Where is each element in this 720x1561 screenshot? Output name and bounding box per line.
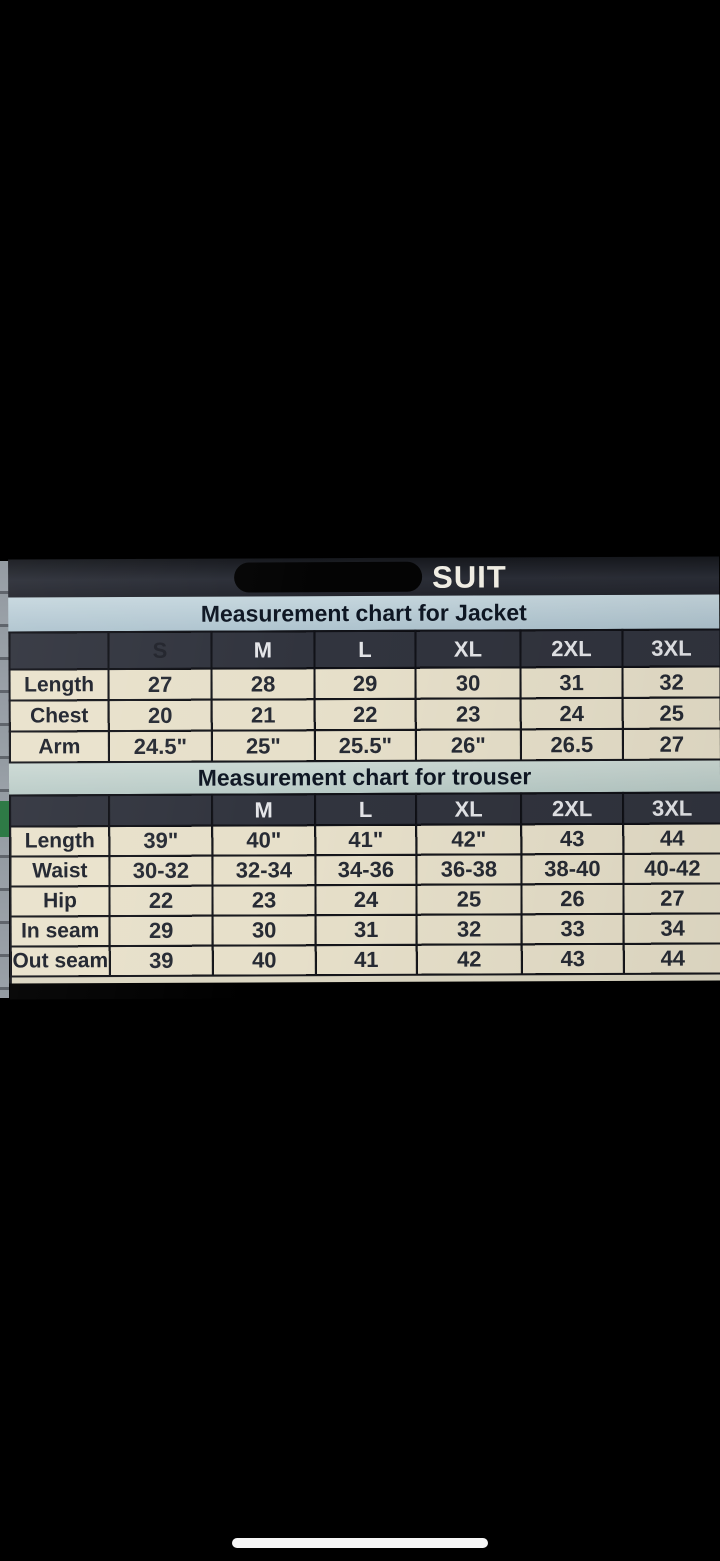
table-cell: 23 — [212, 885, 316, 916]
column-header-l: L — [314, 630, 416, 669]
row-label: Out seam — [10, 946, 110, 977]
table-cell: 39 — [109, 945, 213, 977]
column-header-xl: XL — [415, 630, 521, 668]
column-header-2xl: 2XL — [520, 629, 623, 668]
suit-title: SUIT — [432, 558, 507, 595]
table-cell: 29 — [109, 915, 213, 947]
column-header-empty — [10, 795, 110, 827]
column-header-empty — [9, 632, 109, 670]
table-cell: 43 — [521, 943, 624, 975]
table-row: In seam 29 30 31 32 33 34 — [10, 913, 720, 947]
row-label: Waist — [10, 856, 110, 887]
column-header-2xl: 2XL — [521, 792, 624, 825]
suit-title-bar: SUIT — [8, 556, 720, 598]
table-cell: 34-36 — [315, 854, 417, 886]
home-indicator[interactable] — [232, 1538, 488, 1548]
spreadsheet-edge-selection-mark — [0, 801, 9, 837]
table-cell: 29 — [314, 667, 416, 700]
redaction-blob — [234, 561, 423, 593]
table-cell: 44 — [623, 943, 720, 974]
table-row: Arm 24.5" 25" 25.5" 26" 26.5 27 — [9, 728, 720, 763]
column-header-xl: XL — [416, 793, 522, 825]
table-cell: 40 — [212, 945, 316, 976]
table-row: Out seam 39 40 41 42 43 44 — [10, 943, 720, 977]
column-header-m: M — [212, 794, 316, 826]
table-row: Chest 20 21 22 23 24 25 — [9, 697, 720, 732]
table-cell: 31 — [315, 914, 417, 946]
column-header-3xl: 3XL — [622, 629, 720, 667]
table-cell: 33 — [521, 913, 624, 945]
table-cell: 23 — [415, 698, 521, 730]
table-cell: 25 — [416, 884, 522, 915]
table-cell: 38-40 — [521, 853, 624, 885]
row-label: Length — [9, 669, 109, 701]
trouser-caption: Measurement chart for trouser — [197, 763, 532, 791]
table-cell: 30 — [415, 667, 521, 699]
table-cell: 40-42 — [623, 853, 720, 884]
column-header-m: M — [211, 631, 315, 669]
table-cell: 28 — [211, 668, 315, 700]
table-cell: 26 — [521, 883, 624, 915]
header-row: M L XL 2XL 3XL — [10, 792, 720, 827]
table-cell: 27 — [623, 883, 720, 914]
table-cell: 30 — [212, 915, 316, 946]
table-cell: 27 — [622, 728, 720, 760]
spreadsheet-edge-strip — [0, 561, 9, 998]
table-cell: 24 — [520, 697, 623, 730]
table-cell: 22 — [109, 885, 213, 917]
column-header-3xl: 3XL — [623, 792, 720, 824]
table-cell: 22 — [314, 698, 416, 731]
table-cell: 25" — [211, 730, 315, 762]
row-label: Length — [10, 826, 110, 857]
table-cell: 25 — [622, 697, 720, 729]
table-cell: 32 — [622, 666, 720, 698]
size-chart-photo[interactable]: SUIT Measurement chart for Jacket S M L XL 2… — [0, 556, 720, 1001]
table-cell: 21 — [211, 699, 315, 731]
table-cell: 26" — [415, 729, 521, 761]
table-cell: 20 — [108, 699, 212, 732]
trouser-caption-band: Measurement chart for trouser — [8, 760, 720, 795]
table-cell: 32 — [416, 914, 522, 945]
trouser-measurement-table: M L XL 2XL 3XL Length 39" 40" 41" 42" 43 44 Waist 30-… — [9, 791, 720, 977]
jacket-caption-band: Measurement chart for Jacket — [8, 594, 720, 632]
table-cell: 31 — [520, 666, 623, 699]
table-cell: 41" — [315, 824, 417, 856]
column-header-s: S — [108, 631, 212, 670]
row-label: Arm — [9, 731, 109, 763]
spreadsheet-sheet: SUIT Measurement chart for Jacket S M L XL 2… — [8, 556, 720, 999]
jacket-measurement-table: S M L XL 2XL 3XL Length 27 28 29 30 31 32 Chest 20 21 22… — [8, 628, 720, 763]
table-cell: 36-38 — [416, 854, 522, 885]
table-cell: 30-32 — [109, 855, 213, 887]
column-header-l: L — [315, 793, 417, 826]
table-cell: 25.5" — [314, 729, 416, 762]
row-label: Hip — [10, 886, 110, 917]
table-cell: 24 — [315, 884, 417, 916]
header-row: S M L XL 2XL 3XL — [9, 629, 720, 670]
table-cell: 42 — [416, 944, 522, 975]
jacket-caption: Measurement chart for Jacket — [200, 598, 527, 627]
table-cell: 24.5" — [108, 730, 212, 763]
table-cell: 40" — [212, 825, 316, 856]
table-cell: 44 — [623, 823, 720, 854]
table-cell: 39" — [109, 825, 213, 857]
table-cell: 42" — [416, 824, 522, 855]
column-header-empty — [109, 794, 213, 827]
table-cell: 41 — [315, 944, 417, 976]
row-label: Chest — [9, 700, 109, 732]
table-row: Length 27 28 29 30 31 32 — [9, 666, 720, 701]
table-row: Length 39" 40" 41" 42" 43 44 — [10, 823, 720, 857]
table-cell: 26.5 — [520, 728, 623, 761]
table-cell: 34 — [623, 913, 720, 944]
table-cell: 43 — [521, 823, 624, 855]
table-row: Hip 22 23 24 25 26 27 — [10, 883, 720, 917]
table-cell: 27 — [108, 668, 212, 701]
row-label: In seam — [10, 916, 110, 947]
table-cell: 32-34 — [212, 855, 316, 886]
table-row: Waist 30-32 32-34 34-36 36-38 38-40 40-42 — [10, 853, 720, 887]
